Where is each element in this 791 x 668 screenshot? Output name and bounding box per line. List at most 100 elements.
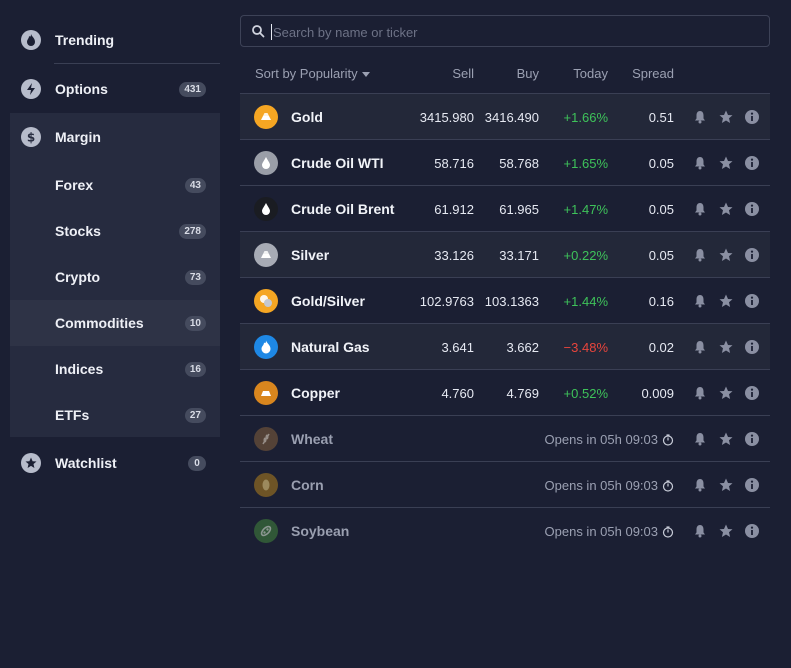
alert-button[interactable] (691, 292, 708, 309)
opens-text: Opens in 05h 09:03 (544, 478, 658, 493)
sidebar-item-trending[interactable]: Trending (10, 17, 220, 63)
sidebar-item-etfs[interactable]: ETFs 27 (10, 392, 220, 438)
column-header-spread[interactable]: Spread (632, 66, 674, 81)
info-button[interactable] (743, 522, 760, 539)
column-header-sell[interactable]: Sell (452, 66, 474, 81)
sidebar-item-forex[interactable]: Forex 43 (10, 162, 220, 208)
info-button[interactable] (743, 292, 760, 309)
table-row[interactable]: Crude Oil WTI 58.716 58.768 +1.65% 0.05 (240, 139, 770, 185)
info-button[interactable] (743, 154, 760, 171)
alert-button[interactable] (691, 476, 708, 493)
divider (54, 63, 220, 64)
info-button[interactable] (743, 108, 760, 125)
timer-icon (662, 479, 674, 492)
favorite-button[interactable] (717, 522, 734, 539)
count-badge: 43 (184, 177, 206, 193)
search-input[interactable] (271, 20, 755, 44)
table-row[interactable]: Gold 3415.980 3416.490 +1.66% 0.51 (240, 93, 770, 139)
sidebar-item-label: Commodities (55, 315, 144, 331)
today-change: +1.47% (563, 202, 608, 217)
instrument-name: Crude Oil WTI (291, 155, 384, 171)
favorite-button[interactable] (717, 430, 734, 447)
table-row[interactable]: Copper 4.760 4.769 +0.52% 0.009 (240, 369, 770, 415)
info-button[interactable] (743, 246, 760, 263)
favorite-button[interactable] (717, 476, 734, 493)
oil-drop-icon (254, 197, 278, 221)
favorite-button[interactable] (717, 384, 734, 401)
sidebar-item-label: Margin (55, 129, 101, 145)
favorite-button[interactable] (717, 200, 734, 217)
table-row[interactable]: Crude Oil Brent 61.912 61.965 +1.47% 0.05 (240, 185, 770, 231)
favorite-button[interactable] (717, 154, 734, 171)
sidebar-item-indices[interactable]: Indices 16 (10, 346, 220, 392)
table-row[interactable]: Natural Gas 3.641 3.662 −3.48% 0.02 (240, 323, 770, 369)
instrument-table: Gold 3415.980 3416.490 +1.66% 0.51 Crude Oil … (240, 93, 770, 553)
info-button[interactable] (743, 200, 760, 217)
alert-button[interactable] (691, 430, 708, 447)
favorite-button[interactable] (717, 246, 734, 263)
row-actions (691, 154, 760, 171)
alert-button[interactable] (691, 154, 708, 171)
star-icon (719, 248, 732, 261)
sidebar-item-commodities[interactable]: Commodities 10 (10, 300, 220, 346)
today-change: +1.66% (563, 110, 608, 125)
market-opens-status: Opens in 05h 09:03 (545, 524, 674, 539)
count-badge: 0 (188, 455, 206, 471)
alert-button[interactable] (691, 108, 708, 125)
table-row[interactable]: Soybean Opens in 05h 09:03 (240, 507, 770, 553)
spread-value: 0.02 (648, 340, 674, 355)
sell-price: 58.716 (434, 156, 474, 171)
info-icon (744, 109, 759, 124)
info-button[interactable] (743, 384, 760, 401)
alert-button[interactable] (691, 246, 708, 263)
table-row[interactable]: Corn Opens in 05h 09:03 (240, 461, 770, 507)
sort-dropdown[interactable]: Sort by Popularity (255, 66, 370, 81)
info-button[interactable] (743, 476, 760, 493)
margin-group: $ Margin Forex 43 Stocks 278 Crypto 73 C… (10, 113, 220, 437)
row-actions (691, 430, 760, 447)
corn-icon (254, 473, 278, 497)
buy-price: 58.768 (499, 156, 539, 171)
star-icon (719, 524, 732, 537)
instrument-name: Wheat (291, 431, 333, 447)
bell-icon (694, 386, 705, 399)
bell-icon (694, 294, 705, 307)
chevron-down-icon (361, 72, 370, 78)
info-icon (744, 339, 759, 354)
alert-button[interactable] (691, 200, 708, 217)
instrument-name: Copper (291, 385, 340, 401)
table-row[interactable]: Wheat Opens in 05h 09:03 (240, 415, 770, 461)
sell-price: 3.641 (441, 340, 474, 355)
sidebar-item-label: Trending (55, 32, 115, 48)
info-button[interactable] (743, 430, 760, 447)
column-header-buy[interactable]: Buy (516, 66, 539, 81)
table-header: Sort by Popularity Sell Buy Today Spread (240, 55, 770, 93)
favorite-button[interactable] (717, 338, 734, 355)
info-icon (744, 155, 759, 170)
row-actions (691, 476, 760, 493)
lightning-icon (21, 79, 41, 99)
sidebar-item-crypto[interactable]: Crypto 73 (10, 254, 220, 300)
table-row[interactable]: Gold/Silver 102.9763 103.1363 +1.44% 0.16 (240, 277, 770, 323)
instrument-name: Crude Oil Brent (291, 201, 395, 217)
info-button[interactable] (743, 338, 760, 355)
table-row[interactable]: Silver 33.126 33.171 +0.22% 0.05 (240, 231, 770, 277)
count-badge: 278 (179, 223, 206, 239)
favorite-button[interactable] (717, 108, 734, 125)
alert-button[interactable] (691, 338, 708, 355)
gold-bar-icon (254, 105, 278, 129)
sidebar: Trending Options 431 $ Margin Forex 43 S… (10, 0, 220, 668)
alert-button[interactable] (691, 522, 708, 539)
sidebar-item-margin[interactable]: $ Margin (10, 114, 220, 160)
sidebar-item-watchlist[interactable]: Watchlist 0 (10, 440, 220, 486)
column-header-today[interactable]: Today (573, 66, 608, 81)
alert-button[interactable] (691, 384, 708, 401)
instrument-name: Natural Gas (291, 339, 370, 355)
favorite-button[interactable] (717, 292, 734, 309)
count-badge: 16 (184, 361, 206, 377)
star-icon (719, 340, 732, 353)
star-icon (719, 202, 732, 215)
sidebar-item-options[interactable]: Options 431 (10, 66, 220, 112)
row-actions (691, 108, 760, 125)
sidebar-item-stocks[interactable]: Stocks 278 (10, 208, 220, 254)
